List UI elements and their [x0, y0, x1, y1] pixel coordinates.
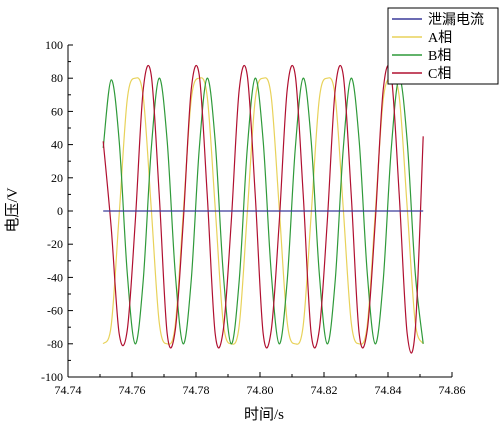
y-tick-label: 60 [51, 104, 63, 118]
legend: 泄漏电流 A相 B相 C相 [387, 7, 499, 85]
y-tick-label: -80 [47, 337, 63, 351]
series-layer [102, 64, 424, 354]
x-tick-label: 74.82 [311, 383, 338, 397]
legend-label: 泄漏电流 [428, 12, 484, 28]
x-tick-label: 74.74 [55, 383, 82, 397]
y-tick-label: 40 [51, 138, 63, 152]
x-tick-label: 74.86 [439, 383, 466, 397]
axes-layer: 74.74 74.76 74.78 74.80 74.82 74.84 74.86 100 80… [41, 38, 466, 397]
legend-label: A相 [428, 30, 452, 46]
y-tick-label: 100 [45, 38, 63, 52]
x-tick-label: 74.78 [183, 383, 210, 397]
x-axis-title: 时间/s [244, 406, 284, 423]
y-tick-label: -40 [47, 270, 63, 284]
legend-label: B相 [428, 48, 451, 64]
y-tick-label: -60 [47, 304, 63, 318]
x-tick-label: 74.80 [247, 383, 274, 397]
y-tick-label: 20 [51, 171, 63, 185]
series-line-2 [102, 77, 424, 345]
x-tick-label: 74.84 [375, 383, 402, 397]
y-tick-label: -100 [41, 370, 63, 384]
x-tick-label: 74.76 [119, 383, 146, 397]
y-tick-label: -20 [47, 237, 63, 251]
y-tick-label: 0 [57, 204, 63, 218]
y-axis-title: 电压/V [4, 187, 21, 232]
y-tick-label: 80 [51, 71, 63, 85]
series-line-3 [102, 64, 424, 354]
legend-box [387, 7, 499, 85]
legend-label: C相 [428, 66, 451, 82]
